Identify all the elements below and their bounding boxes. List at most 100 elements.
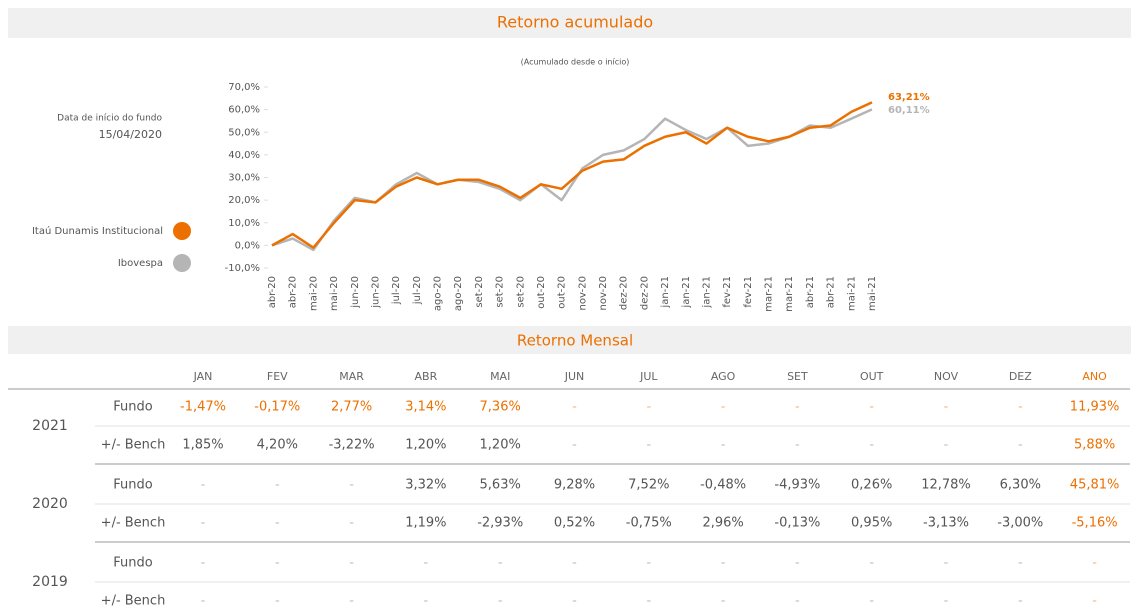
cell: -3,13% — [923, 516, 969, 531]
x-tick-label: jan-21 — [681, 276, 692, 309]
cell: - — [1092, 594, 1097, 609]
cell: 1,20% — [480, 438, 521, 453]
cell: - — [572, 438, 577, 453]
cell: -0,75% — [626, 516, 672, 531]
cell: - — [349, 594, 354, 609]
cell: 0,52% — [554, 516, 595, 531]
cell: - — [869, 556, 874, 571]
cell: - — [646, 594, 651, 609]
x-tick-label: fev-21 — [743, 276, 754, 308]
cell: - — [498, 556, 503, 571]
cell: -4,93% — [774, 478, 820, 493]
y-tick-label: 20,0% — [228, 195, 260, 206]
cell: - — [869, 594, 874, 609]
cell: - — [349, 516, 354, 531]
legend-label: Itaú Dunamis Institucional — [32, 225, 163, 237]
cell: 1,85% — [182, 438, 223, 453]
cell: 7,52% — [628, 478, 669, 493]
cell: 7,36% — [480, 400, 521, 415]
x-tick-label: dez-20 — [619, 276, 630, 310]
year-label: 2019 — [32, 574, 68, 590]
x-tick-label: jul-20 — [412, 276, 423, 305]
cell: 4,20% — [257, 438, 298, 453]
cell: -2,93% — [477, 516, 523, 531]
cell: - — [1018, 438, 1023, 453]
cell: - — [944, 556, 949, 571]
legend-label: Ibovespa — [118, 258, 163, 269]
cell: - — [721, 556, 726, 571]
x-tick-label: mai-21 — [867, 276, 878, 311]
x-tick-label: nov-20 — [577, 276, 588, 310]
cell: - — [349, 556, 354, 571]
row-label: +/- Bench — [101, 438, 166, 453]
cell: 3,32% — [405, 478, 446, 493]
cell: 5,88% — [1074, 438, 1115, 453]
cell: - — [721, 594, 726, 609]
column-header: ABR — [415, 370, 438, 383]
table-title-bar — [8, 326, 1131, 354]
year-label: 2020 — [32, 496, 68, 512]
cell: 6,30% — [1000, 478, 1041, 493]
cell: - — [201, 594, 206, 609]
x-tick-label: abr-20 — [288, 276, 299, 308]
cell: - — [349, 478, 354, 493]
y-tick-label: 10,0% — [228, 218, 260, 229]
cell: 45,81% — [1070, 478, 1120, 493]
legend-swatch — [173, 222, 191, 240]
cell: - — [572, 400, 577, 415]
cell: - — [201, 556, 206, 571]
x-tick-label: mai-21 — [846, 276, 857, 311]
cell: - — [275, 594, 280, 609]
cell: - — [572, 594, 577, 609]
x-tick-label: abr-21 — [826, 276, 837, 308]
column-header: MAI — [490, 370, 510, 383]
cell: 5,63% — [480, 478, 521, 493]
cell: 2,77% — [331, 400, 372, 415]
column-header: JUL — [639, 370, 658, 383]
x-tick-label: nov-20 — [598, 276, 609, 310]
cell: -0,48% — [700, 478, 746, 493]
end-label: 60,11% — [888, 105, 930, 116]
y-tick-label: 30,0% — [228, 173, 260, 184]
cell: - — [646, 400, 651, 415]
x-tick-label: jul-20 — [391, 276, 402, 305]
cell: 0,95% — [851, 516, 892, 531]
x-tick-label: ago-20 — [433, 276, 444, 311]
cell: - — [275, 556, 280, 571]
series-line — [271, 101, 873, 249]
cell: - — [721, 438, 726, 453]
cell: - — [869, 400, 874, 415]
column-header: DEZ — [1009, 370, 1032, 383]
x-tick-label: jan-21 — [701, 276, 712, 309]
column-header: AGO — [711, 370, 736, 383]
cell: - — [1018, 400, 1023, 415]
cell: - — [424, 594, 429, 609]
year-label: 2021 — [32, 418, 68, 434]
cell: 12,78% — [921, 478, 971, 493]
cell: - — [721, 400, 726, 415]
cell: -5,16% — [1072, 516, 1118, 531]
cell: - — [275, 478, 280, 493]
cell: -1,47% — [180, 400, 226, 415]
chart-title: Retorno acumulado — [497, 13, 653, 32]
x-tick-label: mai-20 — [329, 276, 340, 311]
y-tick-label: -10,0% — [225, 263, 260, 274]
cell: - — [795, 556, 800, 571]
x-tick-label: abr-21 — [805, 276, 816, 308]
row-label: +/- Bench — [101, 516, 166, 531]
column-header: MAR — [339, 370, 364, 383]
column-header: NOV — [934, 370, 959, 383]
cell: - — [1018, 594, 1023, 609]
x-tick-label: ago-20 — [453, 276, 464, 311]
cell: - — [869, 438, 874, 453]
x-tick-label: mai-20 — [308, 276, 319, 311]
column-header: JUN — [564, 370, 585, 383]
x-tick-label: jun-20 — [350, 276, 361, 309]
cell: - — [944, 594, 949, 609]
cell: - — [944, 400, 949, 415]
cell: - — [424, 556, 429, 571]
cell: -0,17% — [254, 400, 300, 415]
column-header: SET — [787, 370, 808, 383]
y-tick-label: 60,0% — [228, 105, 260, 116]
